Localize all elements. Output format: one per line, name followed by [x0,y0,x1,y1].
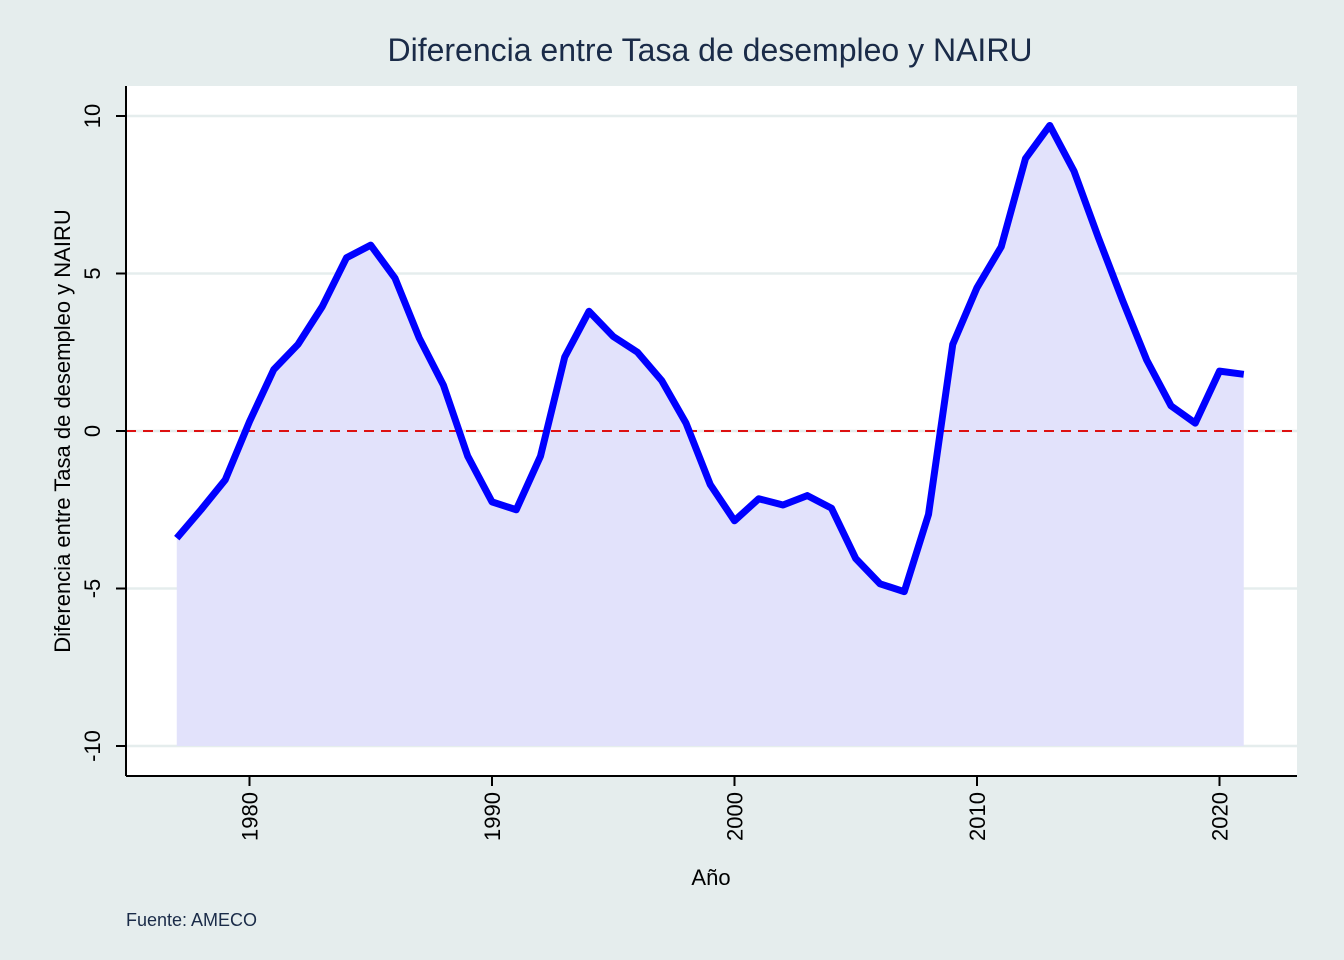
y-axis-label: Diferencia entre Tasa de desempleo y NAI… [50,209,75,652]
y-tick-label-neg5: -5 [80,579,105,599]
y-tick-label-0: 0 [80,425,105,437]
y-tick-label-5: 5 [80,267,105,279]
y-tick-label-neg10: -10 [80,730,105,762]
series-line [174,121,1245,596]
x-tick-label-1990: 1990 [480,792,505,841]
chart-title: Diferencia entre Tasa de desempleo y NAI… [387,32,1032,68]
x-tick-label-2010: 2010 [965,792,990,841]
series-line-layer [174,121,1245,596]
x-tick-label-2020: 2020 [1208,792,1233,841]
area-fill-layer [176,125,1244,746]
tick-labels: -10 -5 0 5 10 1980 1990 2000 2010 2020 [80,104,1233,841]
source-note: Fuente: AMECO [126,910,257,930]
x-axis-label: Año [691,865,730,890]
series-area [176,125,1244,746]
axes [116,86,1297,786]
x-tick-label-2000: 2000 [723,792,748,841]
x-tick-label-1980: 1980 [238,792,263,841]
y-tick-label-10: 10 [80,104,105,128]
